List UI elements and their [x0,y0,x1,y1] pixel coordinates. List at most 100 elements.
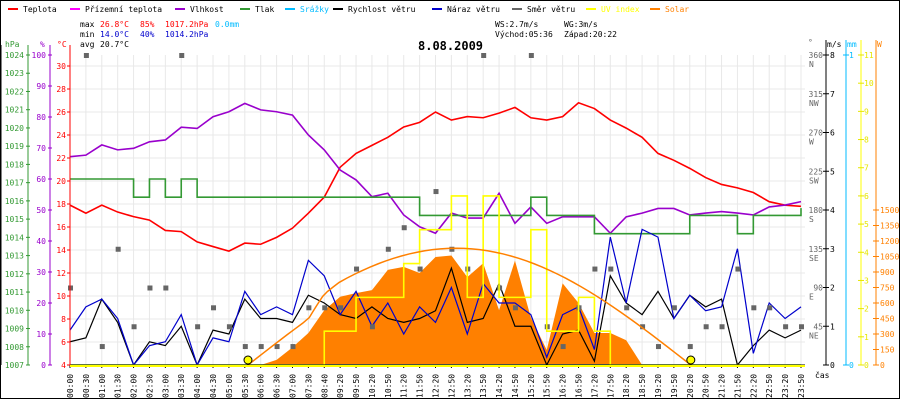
temperature-tick-label: 24 [56,131,66,140]
legend-item-teplota: Teplota [8,5,57,14]
x-tick-label: 05:30 [241,374,250,398]
pressure-tick-label: 1008 [5,343,24,352]
stats-wind-speed: WS:2.7m/s [495,20,539,29]
series-line-tlak [70,178,802,235]
x-tick-label: 00:00 [66,374,75,398]
humidity-tick-label: 40 [36,237,46,246]
x-tick-label: 23:20 [781,374,790,398]
wind-tick-label: 3 [830,245,835,254]
wind-direction-point [195,324,201,330]
direction-tick-label: 360 [809,51,824,60]
x-tick-label: 03:00 [161,374,170,398]
wind-direction-point [163,285,169,291]
unit-hpa: hPa [5,40,20,49]
stats-block: max 26.8°C 85% 1017.2hPa 0.0mm min 14.0°… [80,20,617,53]
temperature-tick-label: 10 [56,292,66,301]
x-tick-label: 18:20 [622,374,631,398]
legend-label: Vlhkost [190,5,224,14]
legend-item-solar: Solar [650,5,689,14]
wind-direction-point [179,53,185,58]
x-tick-label: 21:50 [733,374,742,398]
axes-layer: 00:00 00:30 01:00 01:30 02:00 02:30 03:00 03:30… [0,40,899,398]
wind-direction-point [83,53,89,58]
x-tick-label: 17:50 [606,374,615,398]
x-tick-label: 16:50 [575,374,584,398]
unit-mm: mm [847,40,857,49]
pressure-tick-label: 1022 [5,87,24,96]
uv-tick-label: 2 [864,305,869,314]
direction-compass-label: SW [809,176,819,185]
x-tick-label: 01:00 [98,374,107,398]
legend-swatch [240,8,250,10]
direction-tick-label: 270 [809,129,824,138]
legend-label: Přízemní teplota [85,5,162,14]
legend-label: Teplota [23,5,57,14]
sunset-marker-icon [686,355,696,365]
temperature-tick-label: 26 [56,108,66,117]
humidity-tick-label: 80 [36,113,46,122]
x-tick-label: 12:50 [447,374,456,398]
pressure-tick-label: 1011 [5,288,24,297]
grid [69,55,805,366]
stats-max-pressure: 1017.2hPa [165,20,209,29]
wind-direction-point [115,246,121,252]
direction-tick-label: 90 [813,284,823,293]
wind-direction-point [147,285,153,291]
x-tick-label: 02:00 [130,374,139,398]
humidity-tick-label: 50 [36,206,46,215]
uv-tick-label: 10 [864,79,874,88]
x-tick-label: 11:50 [416,374,425,398]
axis-units: hPa % °C ° m/s mm W čas [5,38,882,380]
direction-tick-label: 45 [813,322,823,331]
uv-tick-label: 9 [864,107,869,116]
stats-avg-temp: 20.7°C [100,40,129,49]
humidity-tick-label: 90 [36,82,46,91]
wind-direction-point [512,305,518,311]
wind-tick-label: 2 [830,284,835,293]
series-line-vlhkost [69,102,802,235]
x-tick-label: 12:20 [432,374,441,398]
solar-tick-label: 0 [880,361,885,370]
chart-title: 8.08.2009 [418,39,483,53]
x-tick-label: 04:30 [209,374,218,398]
wind-direction-point [338,305,344,311]
unit-celsius: °C [57,40,67,49]
direction-tick-label: 225 [809,167,824,176]
x-tick-label: 07:00 [288,374,297,398]
x-tick-label: 15:50 [543,374,552,398]
uv-tick-label: 5 [864,220,869,229]
legend-swatch [333,8,343,10]
legend-swatch [8,8,18,10]
legend-swatch [70,8,80,10]
x-tick-label: 10:20 [368,374,377,398]
clear-sky-solar-curve [247,247,692,366]
wind-direction-point [433,189,439,195]
stats-rain: 0.0mm [215,20,239,29]
direction-tick-label: 180 [809,206,824,215]
legend-label: Solar [665,5,689,14]
direction-compass-label: S [809,215,814,224]
time-axis-label: čas [815,370,830,380]
humidity-tick-label: 20 [36,299,46,308]
unit-degree: ° [808,38,813,47]
x-tick-label: 09:50 [352,374,361,398]
wind-direction-point [687,344,693,350]
pressure-tick-label: 1012 [5,270,24,279]
wind-direction-point [640,324,646,330]
temperature-tick-label: 6 [61,338,66,347]
x-tick-label: 20:20 [686,374,695,398]
wind-direction-point [131,324,137,330]
pressure-tick-label: 1015 [5,215,24,224]
x-tick-label: 23:50 [797,374,806,398]
direction-compass-label: N [809,60,814,69]
legend-item-prizemni-teplota: Přízemní teplota [70,5,162,14]
x-tick-label: 20:50 [702,374,711,398]
legend-item-rychlost-vetru: Rychlost větru [333,5,416,14]
legend-swatch [432,8,442,10]
x-tick-label: 13:50 [479,374,488,398]
temperature-tick-label: 28 [56,85,66,94]
x-tick-label: 22:20 [749,374,758,398]
wind-direction-point [783,324,789,330]
solar-tick-label: 1500 [880,206,899,215]
